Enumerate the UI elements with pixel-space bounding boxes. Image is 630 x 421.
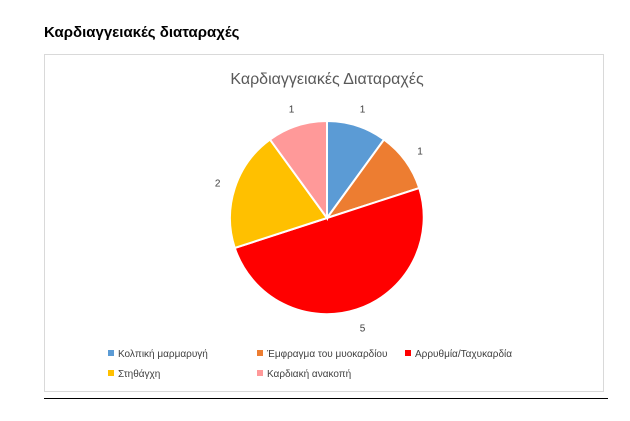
legend-label-2: Έμφραγμα του μυοκαρδίου xyxy=(266,348,387,360)
chart-title: Καρδιαγγειακές Διαταραχές xyxy=(230,71,424,88)
data-label-4: 2 xyxy=(215,179,221,190)
legend-label-4: Στηθάγχη xyxy=(118,368,160,380)
legend-swatch-2 xyxy=(257,350,263,356)
pie-slice-3 xyxy=(233,186,425,316)
bottom-divider xyxy=(44,398,608,399)
legend-swatch-1 xyxy=(108,350,114,356)
data-label-3: 5 xyxy=(360,323,366,334)
legend-item-3: Αρρυθμία/Ταχυκαρδία xyxy=(405,348,512,360)
legend-label-3: Αρρυθμία/Ταχυκαρδία xyxy=(415,348,512,360)
data-label-5: 1 xyxy=(289,105,295,116)
legend-label-1: Κολπική μαρμαρυγή xyxy=(118,348,208,360)
legend-item-4: Στηθάγχη xyxy=(108,368,160,380)
pie-slice-5 xyxy=(268,119,328,222)
legend-item-2: Έμφραγμα του μυοκαρδίου xyxy=(257,348,387,360)
data-label-2: 1 xyxy=(417,146,423,157)
legend-swatch-4 xyxy=(108,370,114,376)
page-heading: Καρδιαγγειακές διαταραχές xyxy=(44,24,240,41)
data-label-1: 1 xyxy=(360,105,366,116)
legend-item-5: Καρδιακή ανακοπή xyxy=(257,368,351,380)
legend-swatch-3 xyxy=(405,350,411,356)
chart-legend: Κολπική μαρμαρυγή Έμφραγμα του μυοκαρδίου… xyxy=(108,348,512,380)
legend-label-5: Καρδιακή ανακοπή xyxy=(267,368,351,380)
legend-swatch-5 xyxy=(257,370,263,376)
pie-slices xyxy=(229,119,425,316)
pie-slice-4 xyxy=(229,138,329,250)
legend-item-1: Κολπική μαρμαρυγή xyxy=(108,348,208,360)
data-labels: 1 1 5 2 1 xyxy=(215,105,423,335)
